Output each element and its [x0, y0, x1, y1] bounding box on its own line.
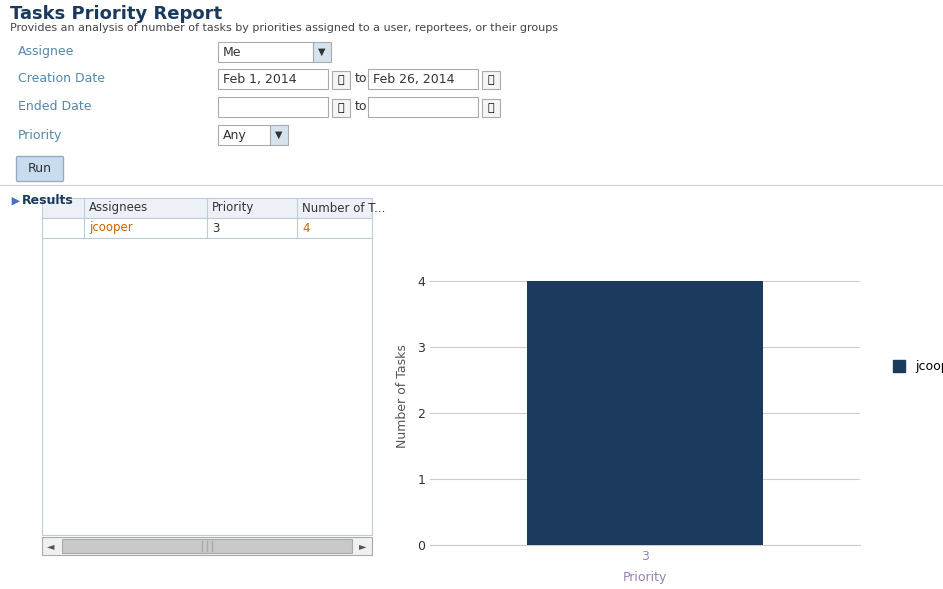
- Bar: [218, 69, 328, 89]
- Text: Feb 26, 2014: Feb 26, 2014: [373, 72, 455, 85]
- Text: Provides an analysis of number of tasks by priorities assigned to a user, report: Provides an analysis of number of tasks …: [10, 23, 558, 33]
- Bar: [62, 539, 352, 553]
- Bar: [313, 42, 331, 62]
- Bar: [42, 537, 372, 555]
- Bar: [270, 125, 288, 145]
- Text: Results: Results: [22, 194, 74, 207]
- Text: Priority: Priority: [18, 128, 62, 141]
- Text: ▼: ▼: [275, 130, 283, 140]
- Text: ▲: ▲: [10, 196, 20, 204]
- Text: ◄: ◄: [47, 541, 55, 551]
- Text: Assignee: Assignee: [18, 45, 74, 58]
- Text: Number of T...: Number of T...: [302, 201, 386, 214]
- Text: Run: Run: [28, 163, 52, 176]
- Bar: [42, 218, 372, 238]
- Text: to: to: [355, 72, 368, 85]
- Text: Ended Date: Ended Date: [18, 101, 91, 114]
- Bar: [218, 125, 270, 145]
- Text: Priority: Priority: [212, 201, 255, 214]
- Bar: [42, 238, 372, 535]
- Text: 🗓: 🗓: [338, 75, 344, 85]
- Text: jcooper: jcooper: [89, 221, 133, 234]
- Text: Feb 1, 2014: Feb 1, 2014: [223, 72, 297, 85]
- Bar: [368, 97, 478, 117]
- Bar: [482, 99, 500, 117]
- Text: Me: Me: [223, 45, 241, 58]
- Text: ▼: ▼: [318, 47, 325, 57]
- Text: 🗓: 🗓: [488, 103, 494, 113]
- FancyBboxPatch shape: [16, 157, 63, 181]
- Text: to: to: [355, 101, 368, 114]
- Text: Any: Any: [223, 128, 247, 141]
- Text: 🗓: 🗓: [488, 75, 494, 85]
- Legend: jcooper: jcooper: [887, 355, 943, 378]
- Text: Tasks Priority Report: Tasks Priority Report: [10, 5, 223, 23]
- Text: 🗓: 🗓: [338, 103, 344, 113]
- Bar: [482, 71, 500, 89]
- Bar: [368, 69, 478, 89]
- Bar: [218, 97, 328, 117]
- Bar: [332, 71, 350, 89]
- Text: 3: 3: [212, 221, 220, 234]
- Bar: [218, 42, 313, 62]
- Bar: [42, 198, 372, 218]
- Text: Creation Date: Creation Date: [18, 72, 105, 85]
- Y-axis label: Number of Tasks: Number of Tasks: [396, 345, 409, 448]
- Bar: [527, 281, 763, 545]
- X-axis label: Priority: Priority: [622, 571, 668, 584]
- Text: ►: ►: [359, 541, 367, 551]
- Text: 4: 4: [302, 221, 309, 234]
- Text: Assignees: Assignees: [89, 201, 148, 214]
- Bar: [332, 99, 350, 117]
